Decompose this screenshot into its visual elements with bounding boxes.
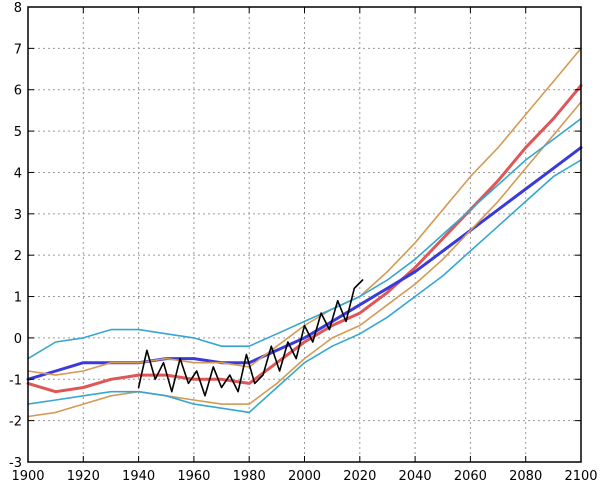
x-tick-label: 2080 (509, 469, 542, 484)
x-tick-label: 1980 (233, 469, 266, 484)
y-axis-labels: -3 -2 -1 0 1 2 3 4 5 6 7 8 (9, 1, 22, 471)
series-line-0 (26, 84, 583, 394)
y-tick-label: 1 (14, 291, 22, 306)
y-tick-label: 4 (14, 166, 22, 181)
x-tick-label: 1940 (122, 469, 155, 484)
grid-lines (28, 7, 581, 462)
y-tick-label: 3 (14, 208, 22, 223)
series-lines (26, 47, 583, 418)
series-line-4 (27, 117, 582, 360)
y-tick-label: 7 (14, 42, 22, 57)
x-axis-labels: 1900 1920 1940 1960 1980 2000 2020 2040 2060 2080… (11, 469, 597, 484)
y-tick-label: 8 (14, 1, 22, 16)
x-tick-label: 2020 (343, 469, 376, 484)
series-line-5 (27, 159, 582, 414)
x-tick-label: 1900 (11, 469, 44, 484)
y-tick-label: -1 (9, 373, 22, 388)
y-tick-label: 2 (14, 249, 22, 264)
x-tick-label: 1920 (67, 469, 100, 484)
y-tick-label: 5 (14, 125, 22, 140)
x-tick-label: 2060 (454, 469, 487, 484)
x-tick-label: 2040 (399, 469, 432, 484)
tick-marks (27, 6, 582, 463)
y-tick-label: 6 (14, 84, 22, 99)
y-tick-label: -2 (9, 415, 22, 430)
x-tick-label: 2000 (288, 469, 321, 484)
y-tick-label: -3 (9, 456, 22, 471)
series-line-6 (137, 279, 364, 397)
y-tick-label: 0 (14, 332, 22, 347)
series-line-3 (27, 101, 582, 418)
x-tick-label: 1960 (177, 469, 210, 484)
x-tick-label: 2100 (564, 469, 597, 484)
